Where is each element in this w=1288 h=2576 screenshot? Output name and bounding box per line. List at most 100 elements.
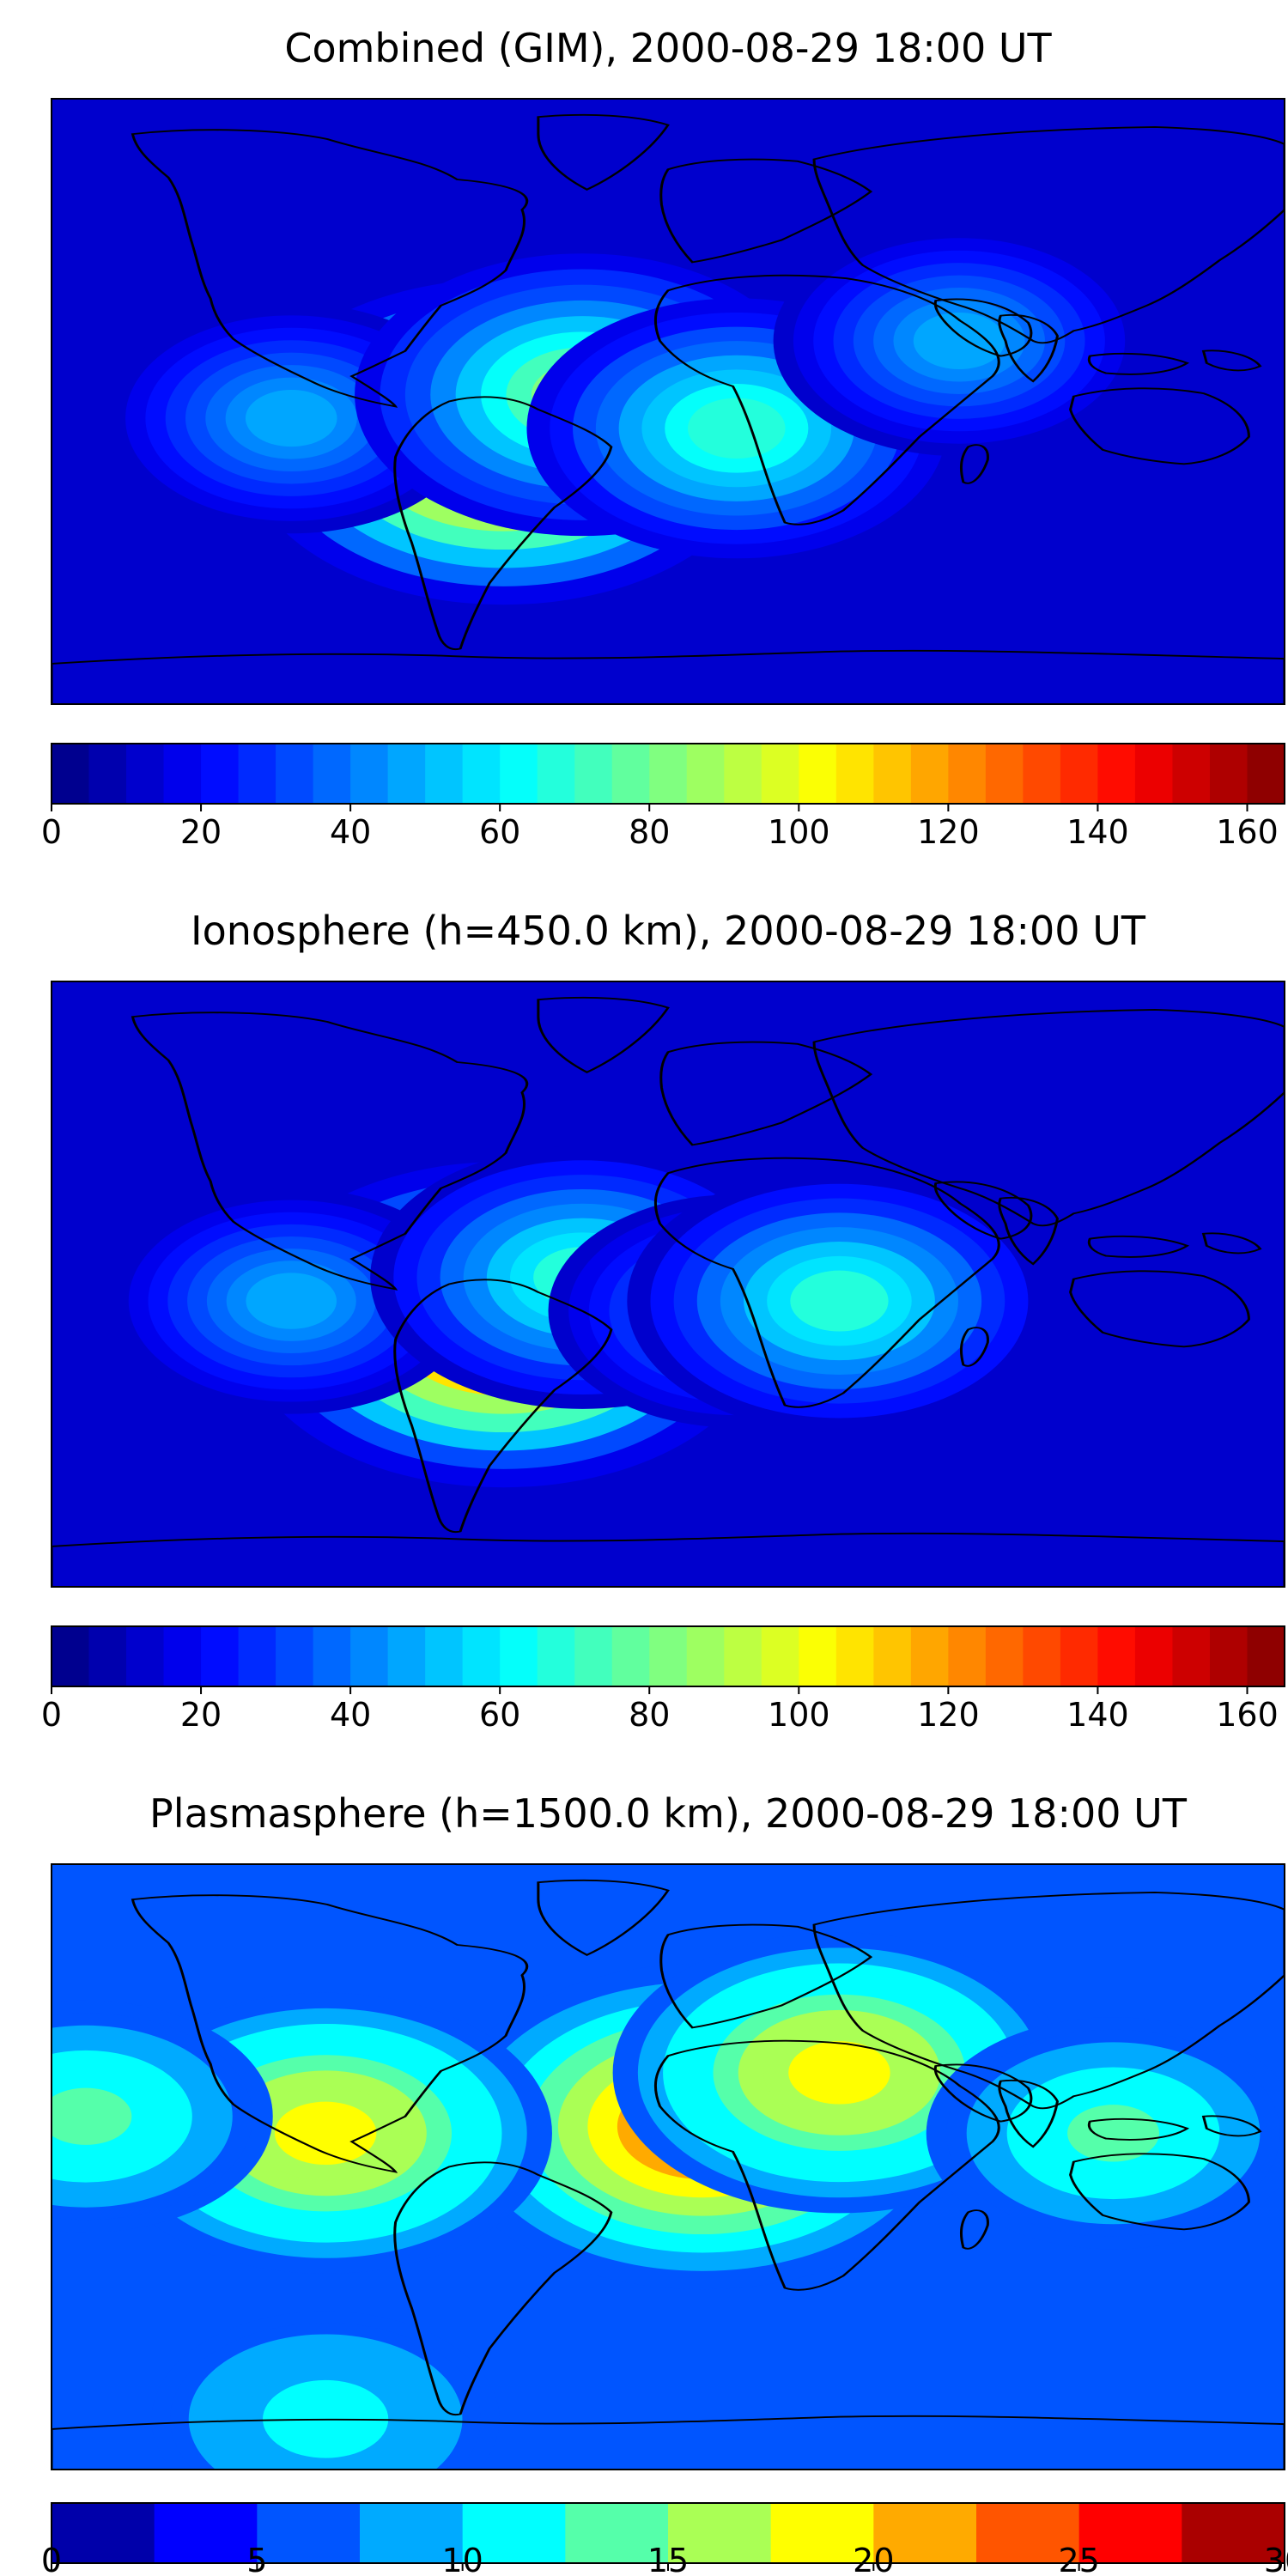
colorbar-segment [910,1626,949,1686]
colorbar-segment [1172,1626,1211,1686]
colorbar-tick-label: 20 [180,1696,222,1734]
colorbar-segment [88,744,127,804]
panel-2: Ionosphere (h=450.0 km), 2000-08-29 18:0… [41,908,1285,1734]
map-frame [51,98,1285,705]
colorbar-segment [276,1626,314,1686]
contour-level [274,2101,377,2166]
colorbar-segment [1060,1626,1099,1686]
colorbar-tick-label: 25 [1058,2542,1099,2576]
colorbar-segment [1060,744,1099,804]
colorbar-tick-label: 100 [768,1696,830,1734]
panel-title: Combined (GIM), 2000-08-29 18:00 UT [284,25,1052,71]
colorbar-segment [649,1626,688,1686]
colorbar-tick-label: 160 [1216,813,1279,851]
colorbar-tick-label: 30 [1264,2542,1288,2576]
contour-level [246,1273,337,1329]
colorbar-tick-label: 0 [41,813,62,851]
panel-title: Plasmasphere (h=1500.0 km), 2000-08-29 1… [149,1790,1188,1837]
colorbar-segment [350,1626,389,1686]
colorbar-segment [873,2503,977,2563]
colorbar-tick-label: 140 [1066,1696,1129,1734]
colorbar-segment [163,1626,202,1686]
colorbar-segment [565,2503,669,2563]
colorbar-segment [770,2503,874,2563]
colorbar-segment [948,1626,987,1686]
colorbar-segment [1023,1626,1061,1686]
colorbar-segment [835,744,874,804]
panel-3: Plasmasphere (h=1500.0 km), 2000-08-29 1… [41,1790,1288,2576]
colorbar-segment [387,744,426,804]
contour-level [788,2041,890,2105]
colorbar-frame [51,743,1285,805]
colorbar-tick-label: 80 [629,813,670,851]
map-heatmap [52,981,1285,1587]
panel-title: Ionosphere (h=450.0 km), 2000-08-29 18:0… [191,908,1146,954]
colorbar-segment [500,1626,538,1686]
colorbar-segment [500,744,538,804]
colorbar-segment [126,1626,165,1686]
colorbar-tick-label: 120 [917,1696,980,1734]
colorbar-segment [611,744,650,804]
colorbar-segment [761,744,799,804]
colorbar-segment [163,744,202,804]
colorbar-segment [1172,744,1211,804]
colorbar-segment [537,744,575,804]
colorbar-segment [88,1626,127,1686]
colorbar-segment [1209,744,1249,804]
colorbar-segment [537,1626,575,1686]
colorbar-segment [799,1626,837,1686]
map-heatmap [52,1864,1285,2470]
colorbar-segment [387,1626,426,1686]
colorbar-segment [462,744,501,804]
colorbar-tick-label: 20 [853,2542,894,2576]
colorbar-segment [276,744,314,804]
colorbar-tick-label: 5 [246,2542,267,2576]
colorbar-segment [1023,744,1061,804]
colorbar-segment [948,744,987,804]
contour-level [52,2087,132,2145]
panel-1: Combined (GIM), 2000-08-29 18:00 UT 0 20 40… [41,25,1285,851]
colorbar-segment [686,1626,725,1686]
colorbar-segment [1182,2503,1285,2563]
colorbar-segment [313,1626,351,1686]
colorbar-tick-label: 40 [330,1696,371,1734]
colorbar-segment [910,744,949,804]
colorbar-tick-label: 120 [917,813,980,851]
colorbar-segment [976,2503,1080,2563]
colorbar-segment [1209,1626,1249,1686]
colorbar-tick-label: 20 [180,813,222,851]
colorbar-tick-label: 0 [41,1696,62,1734]
colorbar-segment [1134,744,1174,804]
colorbar-segment [1097,1626,1136,1686]
colorbar: 0 5 10 15 20 25 30 [41,2502,1288,2576]
colorbar-tick-label: 10 [441,2542,483,2576]
contour-level [913,312,1005,370]
colorbar-segment [154,2503,258,2563]
colorbar-segment [1134,1626,1174,1686]
colorbar-segment [201,1626,240,1686]
colorbar-segment [52,2503,155,2563]
colorbar-segment [257,2503,361,2563]
colorbar-segment [1097,744,1136,804]
colorbar-segment [668,2503,772,2563]
colorbar-frame [51,1625,1285,1687]
colorbar-tick-label: 60 [479,813,520,851]
colorbar-segment [611,1626,650,1686]
colorbar-tick-label: 100 [768,813,830,851]
colorbar-segment [238,1626,276,1686]
colorbar-segment [1247,1626,1285,1686]
colorbar-segment [873,744,912,804]
colorbar-tick-label: 40 [330,813,371,851]
colorbar-tick-label: 15 [647,2542,689,2576]
colorbar-segment [724,744,762,804]
colorbar-segment [52,1626,90,1686]
contour-level [245,390,337,447]
map-heatmap [52,99,1285,704]
colorbar-tick-label: 60 [479,1696,520,1734]
colorbar-segment [52,744,90,804]
colorbar-segment [724,1626,762,1686]
colorbar-segment [799,744,837,804]
colorbar-tick-label: 0 [41,2542,62,2576]
colorbar: 0 20 40 60 80 100 120 140 160 [41,743,1285,851]
